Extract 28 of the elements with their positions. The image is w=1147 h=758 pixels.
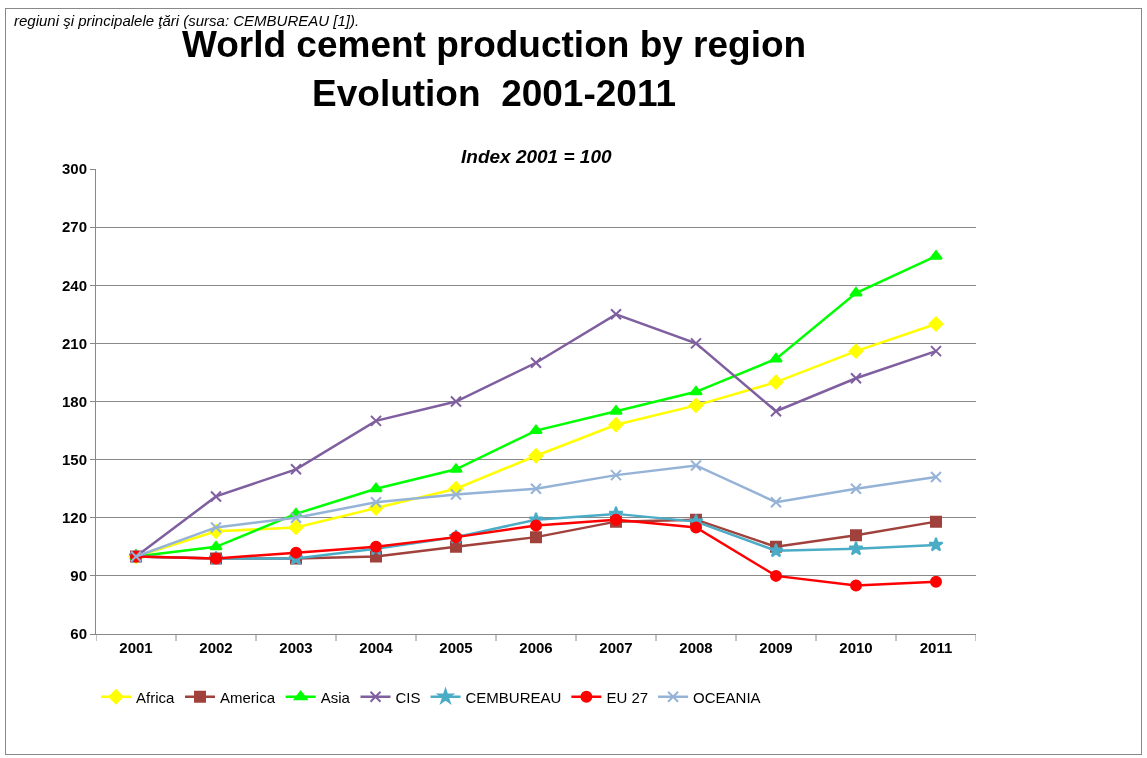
x-tick-label: 2002 bbox=[199, 639, 233, 656]
legend-label: America bbox=[220, 688, 276, 706]
y-tick-label: 60 bbox=[70, 625, 87, 643]
x-tick-label: 2006 bbox=[519, 639, 553, 656]
y-tick-label: 120 bbox=[61, 509, 87, 526]
legend-label: CIS bbox=[395, 688, 421, 706]
y-tick-label: 150 bbox=[61, 450, 87, 468]
y-tick-label: 210 bbox=[61, 334, 87, 352]
x-tick-label: 2003 bbox=[279, 639, 313, 656]
legend-label: Africa bbox=[136, 688, 175, 706]
y-tick-label: 270 bbox=[61, 218, 87, 236]
legend-label: Asia bbox=[320, 688, 351, 706]
x-tick-label: 2011 bbox=[919, 639, 953, 656]
y-tick-label: 300 bbox=[61, 160, 87, 178]
x-tick-label: 2001 bbox=[119, 639, 153, 656]
x-tick-label: 2010 bbox=[839, 639, 873, 656]
x-tick-label: 2007 bbox=[599, 639, 633, 656]
legend-label: EU 27 bbox=[606, 688, 649, 706]
x-tick-label: 2008 bbox=[679, 639, 713, 656]
y-tick-label: 180 bbox=[61, 392, 87, 410]
x-tick-label: 2009 bbox=[759, 639, 793, 656]
chart-subtitle: Index 2001 = 100 bbox=[461, 146, 612, 167]
x-tick-label: 2004 bbox=[359, 639, 394, 656]
y-tick-label: 240 bbox=[61, 276, 87, 294]
legend-label: OCEANIA bbox=[693, 688, 761, 706]
legend-label: CEMBUREAU bbox=[465, 688, 562, 706]
y-tick-label: 90 bbox=[70, 567, 87, 585]
x-tick-label: 2005 bbox=[439, 639, 473, 656]
